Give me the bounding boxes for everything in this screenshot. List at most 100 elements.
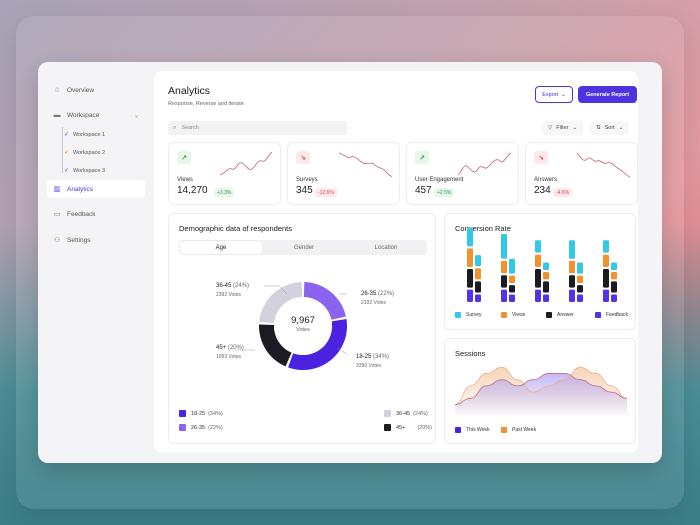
workspace-label: Workspace 1 bbox=[73, 131, 106, 138]
bar-views-1 bbox=[467, 248, 473, 267]
bar-feedback-3 bbox=[535, 289, 541, 302]
arrow-up-right-icon: ↗ bbox=[415, 151, 429, 164]
legend-item-answer: Answer bbox=[546, 312, 574, 318]
bar-survey-3 bbox=[535, 240, 541, 253]
kpi-card-views[interactable]: ↗ Views 14,270 +3.3% bbox=[168, 142, 281, 205]
sort-icon: ⇅ bbox=[596, 125, 601, 131]
donut-slice-36-45[interactable] bbox=[259, 282, 303, 324]
this-week-area bbox=[455, 373, 627, 417]
bar-survey-4b bbox=[577, 262, 583, 274]
legend-label: Answer bbox=[557, 312, 574, 318]
workspace-label: Workspace 3 bbox=[73, 167, 106, 174]
segment-votes: 2192 Votes bbox=[361, 300, 387, 306]
bar-feedback-5 bbox=[603, 289, 609, 302]
legend-swatch bbox=[384, 424, 391, 431]
bar-answer-3 bbox=[535, 269, 541, 288]
kpi-card-answers[interactable]: ↘ Answers 234 -4.6% bbox=[525, 142, 638, 205]
legend-label: 36-45 bbox=[396, 410, 411, 417]
app-window: ☆ Overview ▬ Workspace ⌄ ✓ Workspace 1 ✓… bbox=[38, 62, 662, 463]
bar-feedback-4 bbox=[569, 289, 575, 302]
kpi-card-user-engagement[interactable]: ↗ User Engagement 457 +2.5% bbox=[406, 142, 519, 205]
bar-feedback-4b bbox=[577, 294, 583, 302]
sidebar-subitem-workspace-3[interactable]: ✓ Workspace 3 bbox=[64, 167, 106, 175]
filter-button[interactable]: ▽ Filter ⌄ bbox=[542, 121, 584, 135]
segment-votes: 3390 Votes bbox=[356, 363, 382, 369]
card-title: Conversion Rate bbox=[455, 224, 511, 233]
bar-views-5 bbox=[603, 254, 609, 267]
arrow-down-right-icon: ↘ bbox=[534, 151, 548, 164]
bar-survey-2 bbox=[501, 234, 507, 259]
sidebar-item-feedback[interactable]: ▭ Feedback bbox=[47, 205, 145, 223]
sidebar-item-analytics[interactable]: ▥ Analytics bbox=[47, 180, 145, 198]
tab-gender[interactable]: Gender bbox=[293, 244, 314, 251]
legend-label: 18-25 bbox=[191, 410, 206, 417]
legend-label: Views bbox=[512, 312, 526, 318]
segment-label-45-plus: 45+ (20%) bbox=[216, 345, 244, 351]
surveys-sparkline bbox=[338, 152, 393, 178]
segment-pct: (20%) bbox=[227, 345, 244, 351]
page-title: Analytics bbox=[168, 85, 211, 97]
bar-answer-3b bbox=[543, 281, 549, 293]
bar-survey-5 bbox=[603, 240, 609, 253]
export-button[interactable]: Export ⌄ bbox=[535, 86, 573, 103]
kpi-label: Answers bbox=[534, 177, 558, 183]
generate-report-button[interactable]: Generate Report bbox=[578, 86, 637, 103]
legend-label: Feedback bbox=[606, 312, 628, 318]
sort-button[interactable]: ⇅ Sort ⌄ bbox=[590, 121, 630, 135]
donut-slice-18-25[interactable] bbox=[288, 319, 347, 370]
bar-feedback-1b bbox=[475, 294, 481, 302]
donut-slice-45-plus[interactable] bbox=[259, 324, 292, 367]
answers-sparkline bbox=[576, 152, 631, 178]
conversion-card: Conversion Rate Survey Views Answer Feed… bbox=[444, 213, 636, 330]
segment-votes: 1993 Votes bbox=[216, 354, 242, 360]
sidebar-item-workspace[interactable]: ▬ Workspace ⌄ bbox=[47, 106, 145, 124]
message-icon: ▭ bbox=[53, 211, 61, 218]
past-week-line bbox=[454, 366, 628, 405]
this-week-line bbox=[454, 373, 628, 405]
legend-item-18-25: 18-25 (34%) bbox=[179, 410, 223, 417]
arrow-up-right-icon: ↗ bbox=[177, 151, 191, 164]
segment-label-26-35: 26-35 (22%) bbox=[361, 291, 394, 297]
sidebar-subitem-workspace-2[interactable]: ✓ Workspace 2 bbox=[64, 149, 105, 157]
bar-answer-5b bbox=[611, 281, 617, 293]
bar-survey-1 bbox=[467, 227, 473, 247]
bar-survey-3b bbox=[543, 262, 549, 270]
donut-total: 9,967 bbox=[291, 315, 315, 326]
sidebar-item-label: Feedback bbox=[67, 210, 96, 218]
segment-name: 26-35 bbox=[361, 291, 377, 297]
conversion-chart bbox=[467, 227, 617, 302]
legend-label: This Week bbox=[466, 427, 490, 433]
arrow-down-right-icon: ↘ bbox=[296, 151, 310, 164]
legend-pct: (34%) bbox=[208, 410, 223, 417]
check-icon: ✓ bbox=[64, 168, 70, 174]
sidebar-item-label: Workspace bbox=[67, 111, 100, 119]
sidebar-item-overview[interactable]: ☆ Overview bbox=[47, 81, 145, 99]
tree-line bbox=[62, 127, 63, 173]
bar-views-3b bbox=[543, 271, 549, 280]
bar-answer-2b bbox=[509, 285, 515, 293]
connector-lines bbox=[235, 285, 348, 355]
bar-survey-2b bbox=[509, 258, 515, 274]
legend-swatch bbox=[501, 427, 507, 433]
kpi-value: 234 bbox=[534, 185, 551, 196]
segmented-tabs: Age Gender Location bbox=[179, 240, 427, 255]
legend-item-26-35: 26-35 (22%) bbox=[179, 424, 223, 431]
sidebar-item-settings[interactable]: ⚇ Settings bbox=[47, 231, 145, 249]
card-title: Demographic data of respondents bbox=[179, 224, 292, 233]
donut-chart bbox=[235, 282, 348, 370]
legend-label: Past Week bbox=[512, 427, 537, 433]
bar-views-4 bbox=[569, 260, 575, 274]
sidebar-subitem-workspace-1[interactable]: ✓ Workspace 1 bbox=[64, 131, 106, 139]
bar-feedback-1 bbox=[467, 289, 473, 302]
kpi-card-surveys[interactable]: ↘ Surveys 345 -12.6% bbox=[287, 142, 400, 205]
star-icon: ☆ bbox=[53, 87, 61, 94]
check-icon: ✓ bbox=[64, 150, 70, 156]
donut-slice-26-35[interactable] bbox=[303, 282, 346, 320]
search-input[interactable]: ⌕ Search bbox=[168, 121, 347, 135]
segment-pct: (24%) bbox=[233, 283, 250, 289]
tab-location[interactable]: Location bbox=[374, 244, 398, 251]
export-label: Export bbox=[542, 91, 559, 98]
legend-item-feedback: Feedback bbox=[595, 312, 628, 318]
tab-age[interactable]: Age bbox=[180, 241, 262, 254]
legend-pct: (20%) bbox=[417, 424, 433, 431]
